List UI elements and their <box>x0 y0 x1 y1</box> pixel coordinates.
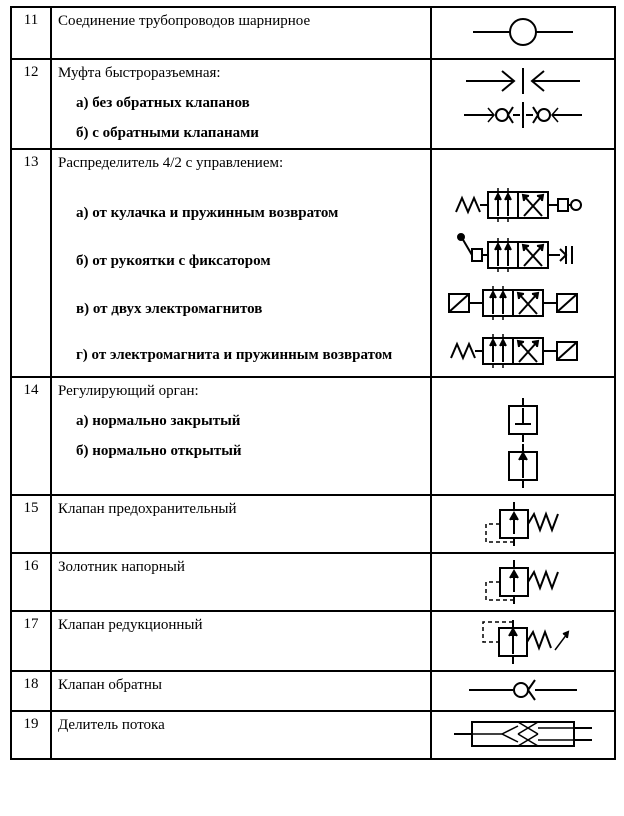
row-symbol <box>431 149 615 377</box>
row-description: Золотник напорный <box>51 553 431 611</box>
row-title: Делитель потока <box>58 717 165 733</box>
row-sub: а) от кулачка и пружинным возвратом <box>76 204 424 222</box>
row-title: Регулирующий орган: <box>58 383 199 399</box>
row-title: Клапан обратны <box>58 677 162 693</box>
flow-divider-icon <box>448 716 598 752</box>
row-number: 16 <box>11 553 51 611</box>
reducing-valve-icon <box>463 616 583 664</box>
row-sub: в) от двух электромагнитов <box>76 300 424 318</box>
control-normally-closed-icon <box>493 396 553 442</box>
row-number: 18 <box>11 671 51 711</box>
row-symbol <box>431 377 615 495</box>
row-sub: а) без обратных клапанов <box>76 94 424 112</box>
quick-coupling-check-icon <box>458 98 588 132</box>
row-title: Клапан предохранительный <box>58 501 237 517</box>
table-row: 13 Распределитель 4/2 с управлением: а) … <box>11 149 615 377</box>
row-number: 19 <box>11 711 51 759</box>
row-title: Распределитель 4/2 с управлением: <box>58 155 283 171</box>
table-row: 18 Клапан обратны <box>11 671 615 711</box>
row-sub: б) с обратными клапанами <box>76 124 424 142</box>
valve-42-lever-detent-icon <box>448 232 598 274</box>
row-symbol <box>431 7 615 59</box>
valve-42-two-solenoid-icon <box>443 284 603 322</box>
row-description: Муфта быстроразъемная: а) без обратных к… <box>51 59 431 149</box>
row-number: 14 <box>11 377 51 495</box>
row-sub: б) от рукоятки с фиксатором <box>76 252 424 270</box>
control-normally-open-icon <box>493 442 553 488</box>
row-symbol <box>431 59 615 149</box>
table-row: 17 Клапан редукционный <box>11 611 615 671</box>
quick-coupling-plain-icon <box>458 64 588 98</box>
pressure-spool-icon <box>468 558 578 604</box>
row-symbol <box>431 553 615 611</box>
row-description: Распределитель 4/2 с управлением: а) от … <box>51 149 431 377</box>
row-number: 12 <box>11 59 51 149</box>
row-symbol <box>431 671 615 711</box>
row-sub: а) нормально закрытый <box>76 412 424 430</box>
table-row: 14 Регулирующий орган: а) нормально закр… <box>11 377 615 495</box>
table-row: 11 Соединение трубопроводов шарнирное <box>11 7 615 59</box>
table-row: 12 Муфта быстроразъемная: а) без обратны… <box>11 59 615 149</box>
row-description: Соединение трубопроводов шарнирное <box>51 7 431 59</box>
row-title: Муфта быстроразъемная: <box>58 65 221 81</box>
row-title: Золотник напорный <box>58 559 185 575</box>
row-number: 15 <box>11 495 51 553</box>
valve-42-cam-spring-icon <box>448 186 598 224</box>
row-symbol <box>431 495 615 553</box>
row-sub: г) от электромагнита и пружинным возврат… <box>76 346 424 364</box>
relief-valve-icon <box>468 500 578 546</box>
row-description: Клапан предохранительный <box>51 495 431 553</box>
table-row: 15 Клапан предохранительный <box>11 495 615 553</box>
table-row: 16 Золотник напорный <box>11 553 615 611</box>
row-sub: б) нормально открытый <box>76 442 424 460</box>
row-description: Делитель потока <box>51 711 431 759</box>
row-symbol <box>431 611 615 671</box>
valve-42-solenoid-spring-icon <box>443 332 603 370</box>
table-row: 19 Делитель потока <box>11 711 615 759</box>
row-description: Клапан редукционный <box>51 611 431 671</box>
row-symbol <box>431 711 615 759</box>
row-number: 13 <box>11 149 51 377</box>
row-title: Соединение трубопроводов шарнирное <box>58 13 310 29</box>
row-title: Клапан редукционный <box>58 617 203 633</box>
symbols-table: 11 Соединение трубопроводов шарнирное 12… <box>10 6 616 760</box>
check-valve-icon <box>463 676 583 704</box>
row-description: Регулирующий орган: а) нормально закрыты… <box>51 377 431 495</box>
row-description: Клапан обратны <box>51 671 431 711</box>
row-number: 11 <box>11 7 51 59</box>
row-number: 17 <box>11 611 51 671</box>
swivel-joint-icon <box>468 12 578 52</box>
